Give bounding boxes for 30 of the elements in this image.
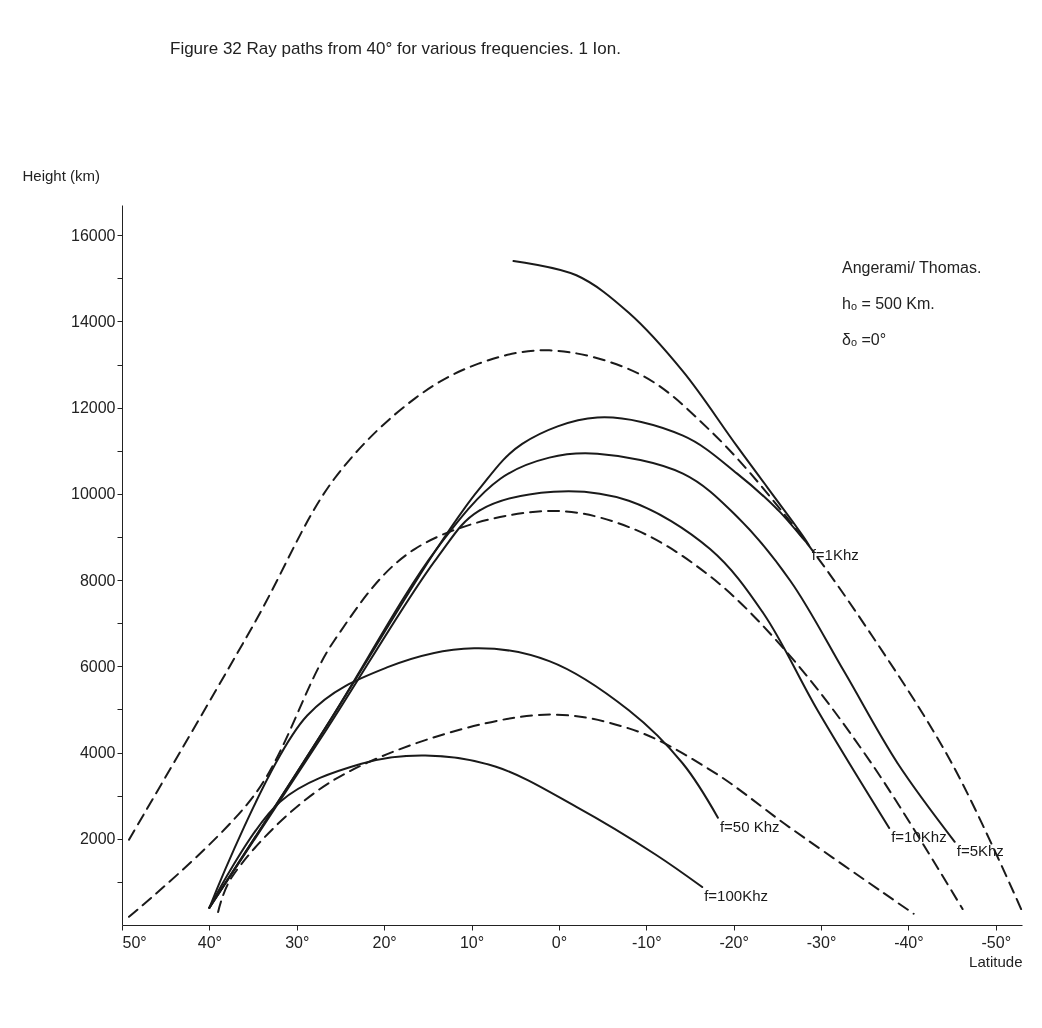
- annotation: δₒ =0°: [842, 331, 887, 348]
- series-label: f=5Khz: [956, 841, 1004, 859]
- x-tick-label: -20°: [719, 933, 749, 951]
- x-tick-label: 20°: [372, 933, 397, 951]
- x-tick-label: 0°: [551, 933, 568, 951]
- x-tick-label: -30°: [806, 933, 837, 951]
- y-tick-label: 14000: [71, 312, 116, 330]
- x-tick-label: 50°: [122, 933, 147, 951]
- series-label: f=1Khz: [811, 546, 859, 564]
- x-tick-label: -10°: [632, 933, 662, 951]
- y-tick-label: 10000: [71, 485, 116, 503]
- x-tick-label: -50°: [981, 933, 1012, 951]
- annotation: Angerami/ Thomas.: [842, 259, 982, 276]
- chart-title: Figure 32 Ray paths from 40° for various frequencies. 1 Ion.: [170, 39, 621, 58]
- y-tick-label: 2000: [79, 830, 116, 848]
- y-tick-label: 8000: [79, 571, 116, 589]
- y-tick-label: 16000: [71, 226, 116, 244]
- annotation: hₒ = 500 Km.: [842, 295, 935, 312]
- x-tick-label: 40°: [197, 933, 222, 951]
- x-tick-label: 30°: [285, 933, 310, 951]
- x-tick-label: 10°: [459, 933, 485, 951]
- y-tick-label: 6000: [79, 657, 116, 675]
- x-tick-label: -40°: [894, 933, 924, 951]
- y-axis-title: Height (km): [22, 166, 101, 184]
- y-tick-label: 4000: [79, 744, 116, 762]
- x-axis-title: Latitude: [969, 952, 1023, 970]
- series-label: f=10Khz: [891, 827, 947, 845]
- y-tick-label: 12000: [71, 399, 116, 417]
- series-label: f=50 Khz: [719, 817, 780, 835]
- series-label: f=100Khz: [704, 887, 769, 905]
